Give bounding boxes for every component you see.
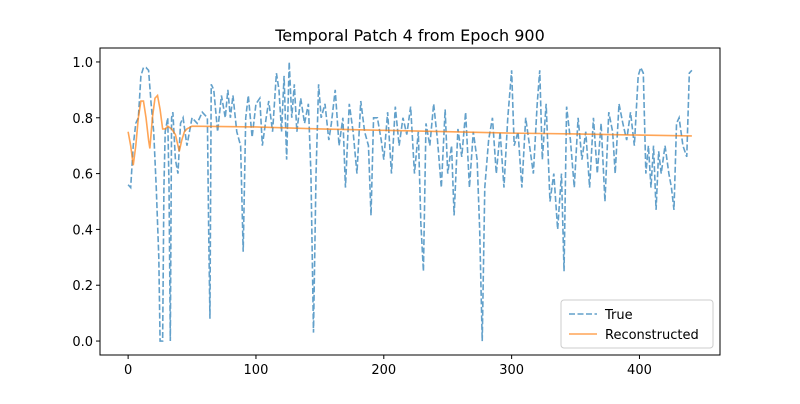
line-series <box>127 93 692 166</box>
y-tick-label: 1.0 <box>72 56 93 71</box>
plot-frame <box>99 47 721 356</box>
y-tick-label: 0.8 <box>72 112 93 127</box>
y-tick-label: 0.6 <box>72 168 93 183</box>
x-tick-label: 300 <box>499 363 524 378</box>
legend-label: True <box>604 308 633 323</box>
legend-box <box>560 299 714 349</box>
y-tick-label: 0.4 <box>72 223 93 238</box>
legend: True Reconstructed <box>560 299 714 349</box>
x-tick-label: 400 <box>627 363 652 378</box>
chart-title: Temporal Patch 4 from Epoch 900 <box>274 26 545 45</box>
line-series <box>127 61 693 342</box>
x-tick-label: 200 <box>371 363 396 378</box>
legend-label: Reconstructed <box>605 328 699 343</box>
x-tick-label: 0 <box>124 363 132 378</box>
x-tick-label: 100 <box>244 363 269 378</box>
y-tick-label: 0.2 <box>72 279 93 294</box>
y-tick-label: 0.0 <box>72 335 93 350</box>
